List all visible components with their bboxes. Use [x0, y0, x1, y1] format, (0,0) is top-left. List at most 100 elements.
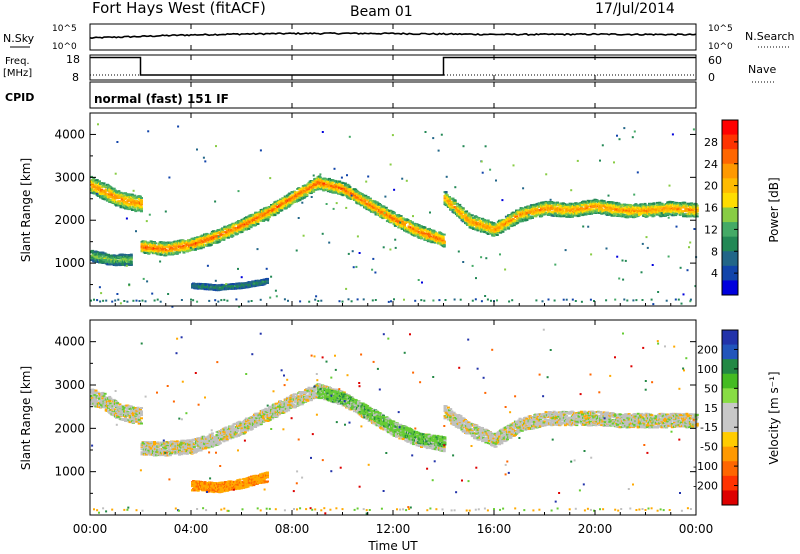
- heatmap-cell: [512, 224, 516, 227]
- heatmap-cell: [444, 191, 448, 193]
- heatmap-cell: [566, 203, 570, 206]
- heatmap-cell: [105, 260, 109, 263]
- heatmap-cell: [546, 214, 550, 216]
- heatmap-cell: [120, 198, 124, 201]
- heatmap-cell: [428, 232, 431, 235]
- heatmap-cell: [303, 196, 306, 199]
- heatmap-cell: [518, 220, 522, 223]
- heatmap-cell: [113, 189, 117, 192]
- freq-tick-bottom: 8: [72, 71, 79, 84]
- heatmap-cell: [198, 241, 202, 244]
- heatmap-cell: [376, 205, 380, 208]
- heatmap-cell: [141, 244, 145, 247]
- heatmap-cell: [362, 194, 366, 197]
- heatmap-cell: [129, 207, 133, 210]
- heatmap-cell: [331, 179, 335, 182]
- heatmap-cell: [271, 213, 275, 216]
- heatmap-cell: [582, 213, 586, 216]
- heatmap-cell: [121, 192, 125, 195]
- heatmap-cell: [532, 212, 536, 215]
- heatmap-cell: [502, 224, 506, 227]
- heatmap-cell: [503, 228, 507, 231]
- heatmap-cell: [138, 195, 142, 198]
- heatmap-cell: [235, 230, 239, 233]
- heatmap-cell: [107, 253, 110, 256]
- heatmap-cell: [381, 212, 385, 215]
- heatmap-cell: [239, 228, 243, 231]
- heatmap-cell: [93, 259, 97, 262]
- heatmap-cell: [183, 240, 187, 243]
- heatmap-cell: [246, 224, 250, 227]
- heatmap-cell: [115, 190, 118, 193]
- heatmap-cell: [98, 186, 101, 189]
- heatmap-cell: [287, 193, 291, 196]
- heatmap-cell: [91, 249, 95, 252]
- heatmap-cell: [375, 201, 379, 204]
- heatmap-cell: [276, 206, 280, 208]
- heatmap-cell: [420, 235, 423, 238]
- heatmap-cell: [561, 207, 565, 210]
- heatmap-cell: [263, 215, 267, 218]
- heatmap-cell: [531, 215, 534, 218]
- heatmap-cell: [262, 213, 266, 216]
- heatmap-cell: [221, 233, 225, 236]
- heatmap-cell: [99, 255, 103, 258]
- heatmap-cell: [90, 251, 93, 254]
- heatmap-cell: [140, 203, 143, 206]
- heatmap-cell: [209, 243, 213, 246]
- heatmap-cell: [171, 243, 175, 246]
- heatmap-cell: [136, 204, 140, 207]
- heatmap-cell: [161, 249, 164, 252]
- noise-trace: [89, 31, 697, 40]
- heatmap-cell: [159, 253, 163, 256]
- heatmap-cell: [111, 192, 115, 195]
- heatmap-cell: [451, 208, 455, 211]
- heatmap-cell: [104, 253, 108, 256]
- heatmap-cell: [193, 244, 197, 247]
- heatmap-cell: [120, 193, 124, 196]
- heatmap-cell: [253, 219, 256, 222]
- heatmap-cell: [460, 212, 464, 215]
- heatmap-cell: [217, 240, 221, 243]
- heatmap-cell: [441, 239, 445, 242]
- heatmap-cell: [542, 211, 546, 214]
- freq-label-2: [MHz]: [3, 68, 32, 79]
- nsky-tick-bottom: 10^0: [52, 42, 77, 52]
- heatmap-cell: [562, 203, 566, 205]
- heatmap-cell: [413, 222, 417, 225]
- heatmap-cell: [198, 240, 202, 243]
- heatmap-cell: [182, 251, 186, 254]
- heatmap-cell: [456, 202, 459, 205]
- heatmap-cell: [334, 190, 338, 193]
- heatmap-cell: [576, 205, 580, 207]
- heatmap-cell: [536, 212, 540, 215]
- heatmap-cell: [145, 249, 148, 252]
- heatmap-cell: [578, 213, 582, 216]
- heatmap-cell: [468, 214, 472, 217]
- heatmap-cell: [478, 219, 482, 222]
- heatmap-cell: [428, 227, 431, 230]
- heatmap-cell: [255, 211, 259, 214]
- heatmap-cell: [451, 206, 455, 209]
- heatmap-cell: [231, 234, 235, 237]
- heatmap-cell: [134, 210, 138, 213]
- heatmap-cell: [365, 204, 369, 206]
- heatmap-cell: [109, 199, 113, 202]
- heatmap-cell: [431, 240, 435, 242]
- heatmap-cell: [330, 189, 334, 191]
- heatmap-cell: [583, 200, 587, 203]
- heatmap-cell: [307, 188, 311, 191]
- heatmap-cell: [118, 193, 122, 196]
- date-label: 17/Jul/2014: [595, 1, 675, 17]
- heatmap-cell: [154, 242, 158, 245]
- heatmap-cell: [400, 220, 404, 223]
- heatmap-cell: [515, 214, 519, 217]
- heatmap-cell: [116, 194, 120, 196]
- heatmap-cell: [410, 229, 414, 232]
- heatmap-cell: [167, 252, 171, 255]
- heatmap-cell: [180, 242, 184, 245]
- heatmap-cell: [393, 224, 397, 227]
- heatmap-cell: [586, 202, 590, 205]
- heatmap-cell: [150, 243, 154, 246]
- heatmap-cell: [421, 227, 425, 230]
